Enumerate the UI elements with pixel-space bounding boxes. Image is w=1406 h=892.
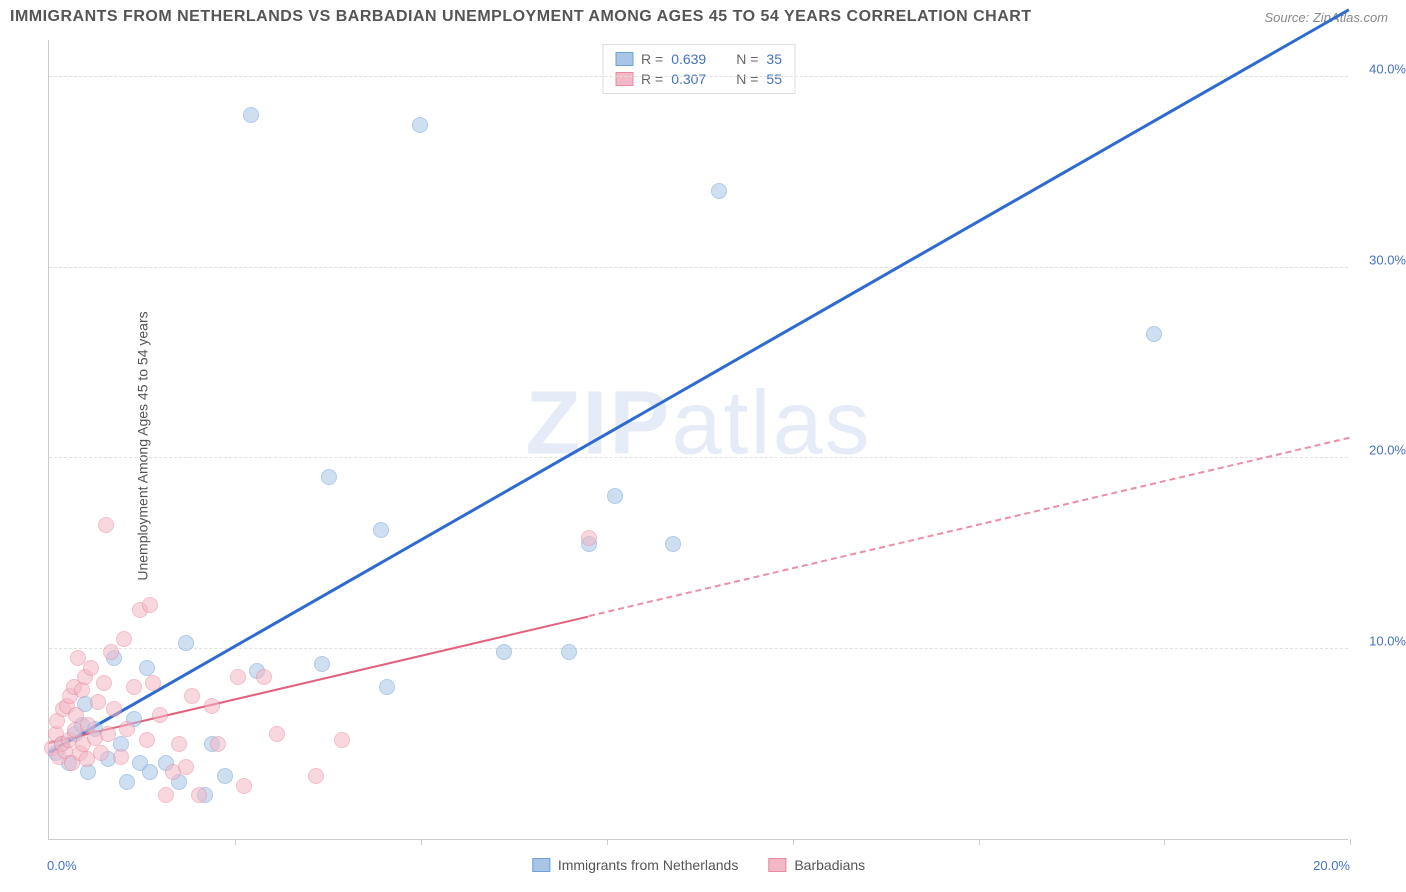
y-tick-label: 40.0% [1369, 62, 1406, 77]
legend-r-label: R = [641, 71, 663, 87]
data-point [119, 774, 135, 790]
data-point [334, 732, 350, 748]
x-tick-max: 20.0% [1313, 858, 1350, 873]
legend-n-label: N = [736, 51, 758, 67]
y-tick-label: 10.0% [1369, 633, 1406, 648]
gridline-h [49, 267, 1348, 268]
data-point [607, 488, 623, 504]
data-point [321, 469, 337, 485]
x-tick [421, 839, 422, 845]
legend-r-value: 0.307 [671, 71, 706, 87]
y-tick-label: 20.0% [1369, 443, 1406, 458]
chart-title: IMMIGRANTS FROM NETHERLANDS VS BARBADIAN… [10, 8, 1032, 26]
data-point [308, 768, 324, 784]
series-legend-label: Immigrants from Netherlands [558, 857, 739, 873]
data-point [96, 675, 112, 691]
data-point [139, 732, 155, 748]
x-tick [607, 839, 608, 845]
legend-swatch [615, 72, 633, 86]
watermark: ZIPatlas [525, 372, 871, 475]
data-point [119, 721, 135, 737]
legend-r-value: 0.639 [671, 51, 706, 67]
data-point [581, 530, 597, 546]
legend-row: R = 0.639 N = 35 [615, 49, 782, 69]
data-point [171, 736, 187, 752]
data-point [93, 745, 109, 761]
legend-n-label: N = [736, 71, 758, 87]
data-point [74, 682, 90, 698]
chart-plot-area: ZIPatlas R =0.639N =35R =0.307N =55 Immi… [48, 40, 1348, 840]
data-point [113, 749, 129, 765]
data-point [269, 726, 285, 742]
legend-n-value: 55 [766, 71, 782, 87]
x-tick [793, 839, 794, 845]
y-tick-label: 30.0% [1369, 252, 1406, 267]
trend-line-dashed [588, 437, 1349, 617]
legend-n-value: 35 [766, 51, 782, 67]
series-legend: Immigrants from Netherlands Barbadians [532, 857, 865, 873]
data-point [204, 698, 220, 714]
data-point [379, 679, 395, 695]
data-point [178, 635, 194, 651]
data-point [191, 787, 207, 803]
x-tick [235, 839, 236, 845]
data-point [126, 679, 142, 695]
correlation-legend: R = 0.639 N = 35 R = 0.307 N = 55 [602, 44, 795, 94]
data-point [98, 517, 114, 533]
x-tick-min: 0.0% [47, 858, 77, 873]
data-point [496, 644, 512, 660]
series-legend-item: Immigrants from Netherlands [532, 857, 739, 873]
data-point [152, 707, 168, 723]
data-point [90, 694, 106, 710]
x-tick [1350, 839, 1351, 845]
data-point [142, 764, 158, 780]
data-point [145, 675, 161, 691]
data-point [256, 669, 272, 685]
x-tick [1164, 839, 1165, 845]
data-point [665, 536, 681, 552]
data-point [210, 736, 226, 752]
data-point [217, 768, 233, 784]
data-point [314, 656, 330, 672]
gridline-h [49, 457, 1348, 458]
data-point [711, 183, 727, 199]
series-legend-item: Barbadians [768, 857, 865, 873]
data-point [106, 701, 122, 717]
legend-swatch [768, 858, 786, 872]
legend-row: R = 0.307 N = 55 [615, 69, 782, 89]
data-point [243, 107, 259, 123]
legend-r-label: R = [641, 51, 663, 67]
gridline-h [49, 76, 1348, 77]
data-point [1146, 326, 1162, 342]
data-point [178, 759, 194, 775]
data-point [158, 787, 174, 803]
legend-swatch [615, 52, 633, 66]
series-legend-label: Barbadians [794, 857, 865, 873]
data-point [412, 117, 428, 133]
data-point [103, 644, 119, 660]
data-point [116, 631, 132, 647]
data-point [236, 778, 252, 794]
x-tick [979, 839, 980, 845]
legend-swatch [532, 858, 550, 872]
data-point [100, 726, 116, 742]
data-point [184, 688, 200, 704]
gridline-h [49, 648, 1348, 649]
data-point [83, 660, 99, 676]
data-point [373, 522, 389, 538]
data-point [142, 597, 158, 613]
data-point [230, 669, 246, 685]
data-point [561, 644, 577, 660]
data-point [139, 660, 155, 676]
